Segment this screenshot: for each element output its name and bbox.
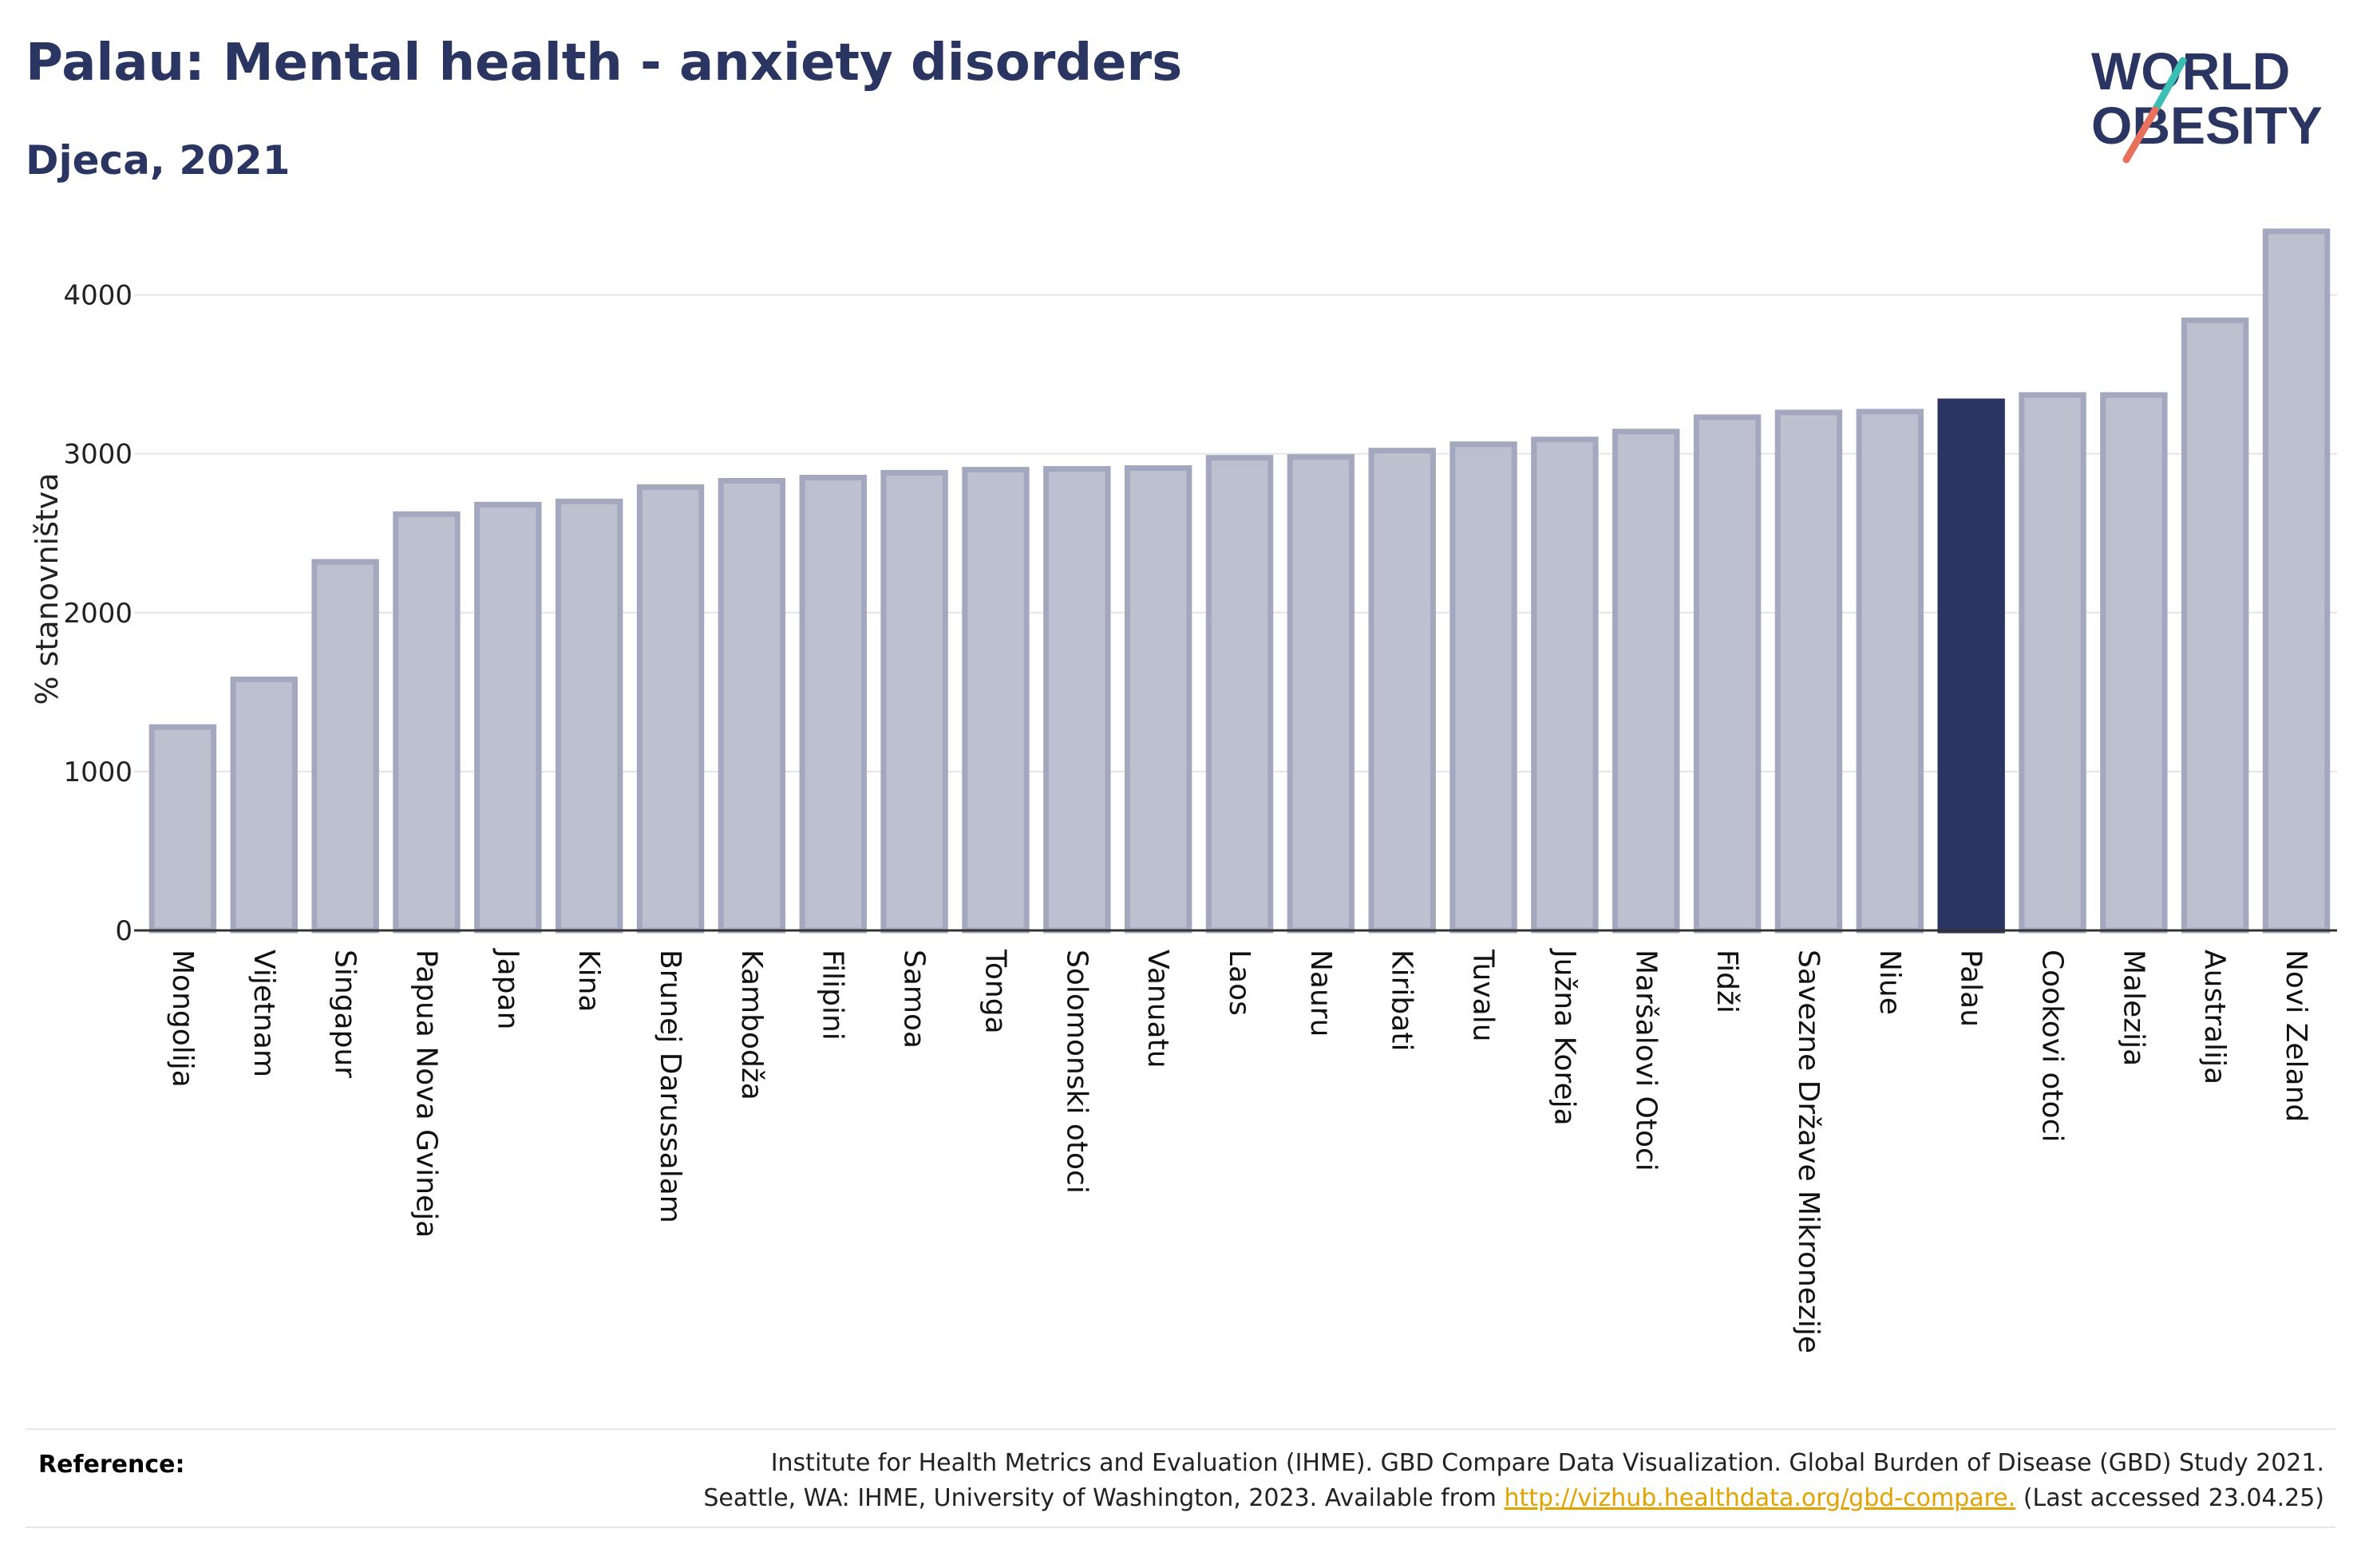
x-tick-label: Nauru (1304, 950, 1337, 1037)
x-tick-label: Filipini (817, 950, 849, 1041)
x-tick-label: Vijetnam (247, 950, 280, 1077)
x-tick-label: Fidži (1710, 950, 1743, 1013)
bar-samoa (880, 470, 948, 934)
x-tick-label: Niue (1873, 950, 1906, 1015)
y-tick-label: 0 (115, 915, 132, 947)
logo-slash-teal (2151, 57, 2187, 114)
x-tick-label: Cookovi otoci (2036, 950, 2069, 1143)
logo-word-obesity: OBESITY (2091, 96, 2323, 155)
y-axis-title: % stanovništva (30, 472, 65, 705)
x-tick-label: Papua Nova Gvineja (409, 950, 442, 1238)
bar-australija (2181, 317, 2249, 934)
x-tick-label: Palau (1955, 950, 1987, 1027)
bar-vanuatu (1124, 465, 1192, 934)
bar-kina (555, 498, 623, 934)
bar-mongolija (148, 724, 217, 934)
bar-cookovi-otoci (2019, 392, 2086, 934)
bars (148, 228, 2331, 934)
y-tick-label: 1000 (63, 756, 132, 788)
x-tick-label: Malezija (2117, 950, 2149, 1066)
reference-line-1: Institute for Health Metrics and Evaluat… (770, 1449, 2324, 1477)
page-title: Palau: Mental health - anxiety disorders (26, 34, 1183, 93)
bar-papua-nova-gvineja (393, 511, 461, 934)
footer-divider-top (26, 1428, 2335, 1430)
bar-nauru (1287, 454, 1355, 934)
reference-line-2-suffix: (Last accessed 23.04.25) (2015, 1483, 2324, 1512)
x-tick-label: Južna Koreja (1548, 948, 1580, 1126)
page-subtitle: Djeca, 2021 (26, 137, 291, 184)
y-tick-label: 3000 (63, 439, 132, 471)
x-tick-label: Kambodža (735, 950, 768, 1100)
bar-laos (1205, 455, 1274, 934)
bar-novi-zeland (2262, 228, 2331, 934)
reference-line-2-prefix: Seattle, WA: IHME, University of Washing… (703, 1483, 1505, 1512)
x-tick-label: Vanuatu (1141, 950, 1174, 1068)
y-tick-label: 4000 (63, 280, 132, 312)
bar-palau (1937, 398, 2005, 934)
bar-tonga (962, 467, 1030, 934)
x-tick-label: Savezne Države Mikronezije (1792, 950, 1825, 1353)
x-tick-label: Kina (572, 950, 605, 1013)
bar-kiribati (1368, 448, 1436, 934)
reference-label: Reference: (38, 1451, 185, 1479)
reference-line-2: Seattle, WA: IHME, University of Washing… (703, 1481, 2324, 1516)
bar-fid-i (1693, 414, 1762, 934)
world-obesity-logo: WORLD OBESITY (2091, 41, 2323, 164)
x-tick-label: Brunej Darussalam (654, 950, 686, 1223)
bar-chart: 0 1000 2000 3000 4000 % stanovništva Mongolija… (30, 228, 2337, 1353)
x-tick-label: Samoa (898, 950, 931, 1049)
bar-vijetnam (230, 676, 298, 934)
x-tick-label: Australija (2198, 950, 2231, 1084)
bar-ju-na-koreja (1531, 436, 1599, 934)
tick-labels: 0 1000 2000 3000 4000 % stanovništva Mongolija… (30, 280, 2312, 1353)
reference-link[interactable]: http://vizhub.healthdata.org/gbd-compare… (1504, 1483, 2016, 1512)
bar-mar-alovi-otoci (1612, 429, 1680, 934)
x-tick-label: Laos (1223, 950, 1256, 1016)
x-tick-label: Mongolija (166, 950, 199, 1088)
x-tick-label: Maršalovi Otoci (1629, 950, 1662, 1171)
logo-slash-coral (2122, 106, 2159, 164)
x-tick-label: Tuvalu (1467, 949, 1500, 1042)
bar-savezne-dr-ave-mikronezije (1774, 409, 1843, 934)
x-tick-label: Tonga (979, 949, 1011, 1034)
x-tick-label: Kiribati (1386, 950, 1418, 1051)
bar-filipini (799, 475, 867, 934)
bar-japan (474, 501, 542, 934)
bar-brunej-darussalam (636, 484, 705, 934)
y-tick-label: 2000 (63, 598, 132, 630)
x-tick-label: Solomonski otoci (1060, 950, 1093, 1194)
x-tick-label: Japan (491, 948, 524, 1029)
bar-solomonski-otoci (1043, 466, 1111, 934)
bar-niue (1856, 409, 1924, 934)
x-tick-label: Novi Zeland (2280, 950, 2312, 1122)
bar-kambod-a (718, 478, 786, 934)
x-tick-label: Singapur (329, 950, 362, 1078)
logo-word-world: WORLD (2091, 41, 2290, 101)
footer-divider-bottom (26, 1527, 2335, 1528)
bar-singapur (311, 559, 379, 934)
bar-malezija (2100, 392, 2168, 934)
reference-text: Institute for Health Metrics and Evaluat… (703, 1446, 2324, 1515)
bar-tuvalu (1449, 441, 1517, 934)
